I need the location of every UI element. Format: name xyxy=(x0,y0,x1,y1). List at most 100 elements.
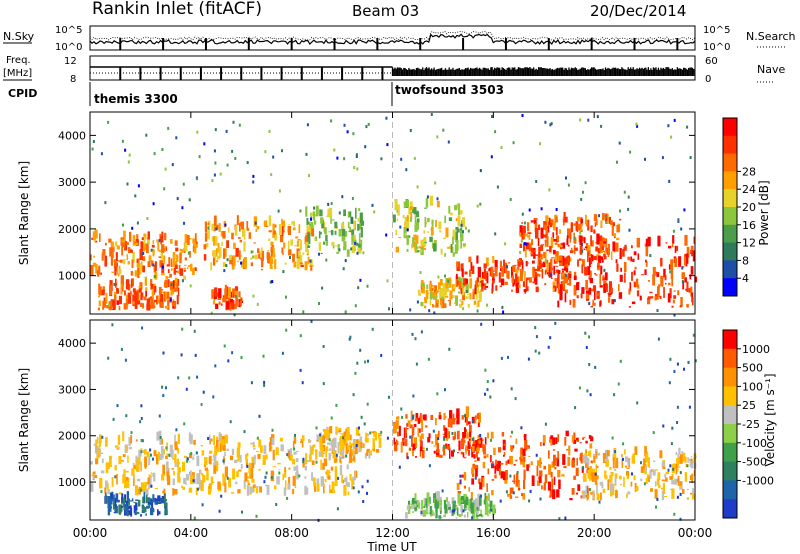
data-cell xyxy=(530,461,533,466)
data-cell xyxy=(579,442,582,444)
data-cell xyxy=(354,241,357,245)
data-cell xyxy=(124,479,127,489)
data-cell xyxy=(114,505,118,514)
data-cell xyxy=(484,392,486,396)
data-cell xyxy=(258,439,262,448)
data-cell xyxy=(674,478,677,485)
data-cell xyxy=(667,468,670,472)
data-cell xyxy=(135,439,138,442)
data-cell xyxy=(480,289,484,292)
data-cell xyxy=(159,436,162,439)
data-cell xyxy=(600,256,604,260)
data-cell xyxy=(538,246,541,258)
data-cell xyxy=(593,255,597,260)
data-cell xyxy=(255,487,259,494)
data-cell xyxy=(510,387,513,391)
data-cell xyxy=(193,516,196,520)
data-cell xyxy=(671,305,674,308)
y-tick-label: 3000 xyxy=(58,383,86,396)
data-cell xyxy=(128,436,131,446)
data-cell xyxy=(148,474,152,479)
cpid-label: CPID xyxy=(8,87,37,100)
data-cell xyxy=(341,195,344,199)
data-cell xyxy=(127,160,130,164)
data-cell xyxy=(240,356,243,359)
data-cell xyxy=(535,254,539,256)
data-cell xyxy=(270,476,273,480)
data-cell xyxy=(120,283,123,295)
y-tick-label: 2000 xyxy=(58,223,86,236)
data-cell xyxy=(164,291,167,301)
data-cell xyxy=(165,455,168,459)
freq-tick-high: 12 xyxy=(64,56,77,67)
data-cell xyxy=(111,271,114,273)
data-cell xyxy=(281,351,284,355)
data-cell xyxy=(201,472,204,476)
data-cell xyxy=(132,252,135,263)
data-cell xyxy=(156,431,159,441)
data-cell xyxy=(549,336,552,340)
data-cell xyxy=(619,274,623,282)
data-cell xyxy=(345,476,348,486)
data-cell xyxy=(447,501,450,510)
data-cell xyxy=(386,279,389,283)
data-cell xyxy=(405,168,408,172)
data-cell xyxy=(298,224,301,234)
data-cell xyxy=(182,182,185,186)
data-cell xyxy=(581,243,583,247)
data-cell xyxy=(665,283,667,285)
data-cell xyxy=(200,480,204,492)
data-cell xyxy=(491,278,495,281)
data-cell xyxy=(405,235,408,239)
data-cell xyxy=(647,457,650,468)
data-cell xyxy=(166,468,170,477)
data-cell xyxy=(668,381,671,385)
data-cell xyxy=(325,448,328,458)
data-cell xyxy=(517,259,521,262)
data-cell xyxy=(140,482,145,492)
data-cell xyxy=(250,257,253,260)
data-cell xyxy=(634,266,637,270)
data-cell xyxy=(679,483,682,488)
data-cell xyxy=(624,244,627,250)
data-cell xyxy=(492,273,495,284)
data-cell xyxy=(667,124,670,128)
data-cell xyxy=(462,307,465,311)
data-cell xyxy=(363,443,365,449)
data-cell xyxy=(673,290,676,292)
data-cell xyxy=(160,446,164,453)
data-cell xyxy=(116,266,119,275)
data-cell xyxy=(134,194,137,198)
data-cell xyxy=(171,449,174,458)
data-cell xyxy=(338,430,342,433)
data-cell xyxy=(288,249,292,256)
data-cell xyxy=(207,222,210,225)
data-cell xyxy=(636,290,640,297)
data-cell xyxy=(500,463,504,465)
data-cell xyxy=(313,444,316,448)
data-cell xyxy=(229,254,233,264)
data-cell xyxy=(605,214,608,223)
data-cell xyxy=(226,240,229,248)
data-cell xyxy=(310,259,313,268)
data-cell xyxy=(507,493,511,497)
data-cell xyxy=(690,456,693,458)
data-cell xyxy=(136,234,139,244)
data-cell xyxy=(183,422,186,426)
data-cell xyxy=(218,509,221,513)
data-cell xyxy=(297,239,301,241)
data-cell xyxy=(424,217,427,228)
data-cell xyxy=(212,395,215,399)
data-cell xyxy=(98,437,101,448)
nsearch-line xyxy=(89,30,696,41)
data-cell xyxy=(408,447,411,451)
data-cell xyxy=(595,274,598,276)
data-cell xyxy=(184,257,187,261)
data-cell xyxy=(539,470,543,477)
data-cell xyxy=(589,270,592,281)
data-cell xyxy=(445,497,449,503)
data-cell xyxy=(127,261,130,265)
data-cell xyxy=(423,414,427,421)
data-cell xyxy=(304,476,307,479)
data-cell xyxy=(553,239,557,242)
